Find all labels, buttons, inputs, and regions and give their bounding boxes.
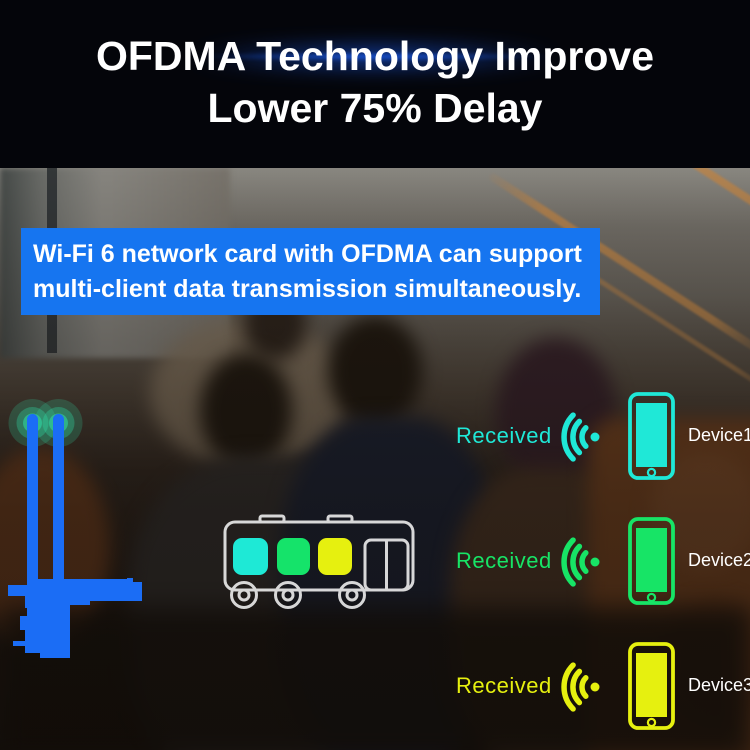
data-packet-green: [277, 538, 310, 575]
callout-text-line2: multi-client data transmission simultane…: [33, 275, 582, 303]
received-label: Received: [456, 673, 552, 698]
device-row-2: Received Device2: [430, 517, 750, 607]
bus-roof-vent: [326, 514, 354, 524]
blue-flare-core: [150, 52, 600, 61]
bus-roof-vent: [258, 514, 286, 524]
smartphone-icon: [628, 392, 675, 480]
device-name-label: Device3: [688, 675, 750, 695]
device-row-3: Received Device3: [430, 642, 750, 732]
bus-wheel-hub: [345, 588, 359, 602]
received-label: Received: [456, 423, 552, 448]
bus-wheel: [274, 581, 302, 609]
bus-body: [223, 520, 415, 592]
callout-text-line1: Wi-Fi 6 network card with OFDMA can supp…: [33, 240, 582, 268]
bus-wheel: [230, 581, 258, 609]
page-title-line1: OFDMA Technology Improve: [95, 33, 655, 79]
data-bus-icon: [222, 512, 418, 612]
antenna-signal-glow: [8, 399, 83, 447]
bus-wheel: [338, 581, 366, 609]
card-body: [8, 578, 142, 658]
background-photo: [0, 142, 750, 750]
wifi-signal-icon: [561, 412, 600, 462]
description-callout: Wi-Fi 6 network card with OFDMA can supp…: [21, 228, 600, 315]
wifi-signal-icon: [561, 662, 600, 712]
data-packet-yellow: [318, 538, 352, 575]
bus-wheel-hub: [281, 588, 295, 602]
device-name-label: Device2: [688, 550, 750, 570]
page-title-line2: Lower 75% Delay: [207, 85, 543, 131]
header-banner: OFDMA Technology Improve Lower 75% Delay: [0, 0, 750, 168]
network-card-icon: [0, 396, 150, 681]
smartphone-icon: [628, 517, 675, 605]
data-packet-cyan: [233, 538, 268, 575]
received-label: Received: [456, 548, 552, 573]
bus-wheel-hub: [237, 588, 251, 602]
smartphone-icon: [628, 642, 675, 730]
device-name-label: Device1: [688, 425, 750, 445]
wifi-signal-icon: [561, 537, 600, 587]
device-row-1: Received Device1: [430, 392, 750, 482]
card-antennas: [27, 414, 64, 590]
